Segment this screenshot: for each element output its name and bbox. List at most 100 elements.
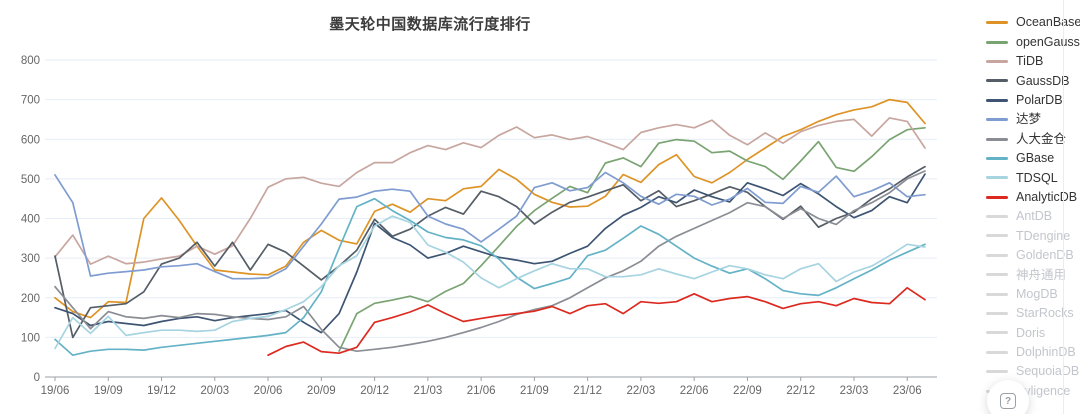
legend-swatch <box>986 79 1008 83</box>
legend-item-GaussDB[interactable]: GaussDB <box>986 71 1070 90</box>
legend-item-GoldenDB[interactable]: GoldenDB <box>986 246 1074 265</box>
series-line-openGauss <box>338 126 926 353</box>
y-axis-label: 700 <box>21 95 40 107</box>
legend-swatch <box>986 273 1008 277</box>
legend-swatch <box>986 350 1008 354</box>
legend-label: GBase <box>1016 151 1055 166</box>
x-axis-tick-label: 22/03 <box>627 385 656 397</box>
series-line-TiDB <box>54 117 926 265</box>
y-axis-label: 600 <box>21 134 40 146</box>
legend-item-人大金仓[interactable]: 人大金仓 <box>986 129 1067 148</box>
x-axis-tick-label: 22/09 <box>733 385 762 397</box>
series-line-OceanBase <box>54 98 926 319</box>
x-axis-tick-label: 19/12 <box>147 385 176 397</box>
legend-swatch <box>986 118 1008 122</box>
legend-swatch <box>986 312 1008 316</box>
legend-swatch <box>986 195 1008 199</box>
help-icon: ? <box>1000 393 1016 409</box>
legend-swatch <box>986 137 1008 141</box>
series-line-GBase <box>54 197 926 357</box>
legend-swatch <box>986 253 1008 257</box>
legend-swatch <box>986 370 1008 374</box>
x-axis-tick-label: 21/12 <box>573 385 602 397</box>
series-line-达梦 <box>54 171 926 280</box>
legend-item-OceanBase[interactable]: OceanBase <box>986 13 1080 32</box>
legend-item-神舟通用[interactable]: 神舟通用 <box>986 265 1067 284</box>
x-axis-tick-label: 22/12 <box>786 385 815 397</box>
legend-label: GoldenDB <box>1016 248 1074 263</box>
x-axis-tick-label: 20/09 <box>307 385 336 397</box>
legend-label: openGauss <box>1016 34 1080 49</box>
legend-swatch <box>986 176 1008 180</box>
x-axis-tick-label: 21/06 <box>467 385 496 397</box>
legend-item-PolarDB[interactable]: PolarDB <box>986 91 1064 110</box>
x-axis-tick-label: 22/06 <box>680 385 709 397</box>
legend-item-DolphinDB[interactable]: DolphinDB <box>986 343 1076 362</box>
legend-swatch <box>986 59 1008 63</box>
legend-label: StarRocks <box>1016 306 1074 321</box>
y-axis-label: 200 <box>21 293 40 305</box>
legend-label: GaussDB <box>1016 73 1070 88</box>
legend-item-AntDB[interactable]: AntDB <box>986 207 1064 226</box>
y-axis-label: 300 <box>21 253 40 265</box>
series-line-AnalyticDB <box>267 286 926 357</box>
x-axis-tick-label: 21/03 <box>413 385 442 397</box>
legend-swatch <box>986 40 1008 44</box>
legend-swatch <box>986 292 1008 296</box>
legend-item-GBase[interactable]: GBase <box>986 149 1064 168</box>
y-axis-label: 400 <box>21 214 40 226</box>
legend-item-达梦[interactable]: 达梦 <box>986 110 1064 129</box>
y-axis-label: 0 <box>34 372 40 384</box>
x-axis-tick-label: 21/09 <box>520 385 549 397</box>
x-axis-tick-label: 20/03 <box>200 385 229 397</box>
legend-item-MogDB[interactable]: MogDB <box>986 284 1064 303</box>
y-axis-label: 800 <box>21 55 40 67</box>
legend-item-TDengine[interactable]: TDengine <box>986 226 1070 245</box>
legend-item-AnalyticDB[interactable]: AnalyticDB <box>986 188 1077 207</box>
series-line-人大金仓 <box>54 170 926 353</box>
legend: OceanBase openGauss TiDB GaussDB PolarDB 达梦人大… <box>986 13 1080 401</box>
legend-label: Doris <box>1016 325 1046 340</box>
legend-label: AnalyticDB <box>1016 189 1078 204</box>
legend-item-Doris[interactable]: Doris <box>986 323 1064 342</box>
legend-label: OceanBase <box>1016 15 1080 30</box>
help-button[interactable]: ? <box>987 380 1029 414</box>
legend-label: PolarDB <box>1016 93 1063 107</box>
y-axis-label: 500 <box>21 174 40 186</box>
legend-item-StarRocks[interactable]: StarRocks <box>986 304 1074 323</box>
x-axis-tick-label: 19/06 <box>41 385 70 397</box>
x-axis-tick-label: 23/06 <box>893 385 922 397</box>
legend-label: AntDB <box>1016 209 1053 224</box>
x-axis-tick-label: 20/12 <box>360 385 389 397</box>
legend-label: 神舟通用 <box>1016 267 1067 282</box>
legend-item-openGauss[interactable]: openGauss <box>986 32 1080 51</box>
legend-label: 人大金仓 <box>1016 131 1067 146</box>
series-line-PolarDB <box>54 173 926 334</box>
x-axis-tick-label: 23/03 <box>840 385 869 397</box>
legend-label: SequoiaDB <box>1016 364 1080 379</box>
y-axis-label: 100 <box>21 332 40 344</box>
legend-label: TDengine <box>1016 228 1071 243</box>
legend-item-TDSQL[interactable]: TDSQL <box>986 168 1064 187</box>
legend-swatch <box>986 21 1008 25</box>
legend-swatch <box>986 156 1008 160</box>
legend-swatch <box>986 234 1008 238</box>
right-divider <box>1063 0 1064 414</box>
legend-label: DolphinDB <box>1016 345 1076 360</box>
series-line-TDSQL <box>54 215 926 350</box>
legend-label: Kyligence <box>1016 383 1071 398</box>
legend-label: TiDB <box>1016 54 1044 69</box>
chart-title: 墨天轮中国数据库流行度排行 <box>329 16 531 33</box>
x-axis-tick-label: 20/06 <box>254 385 283 397</box>
legend-swatch <box>986 98 1008 102</box>
legend-label: TDSQL <box>1016 170 1058 185</box>
x-axis-tick-label: 19/09 <box>94 385 123 397</box>
legend-label: 达梦 <box>1016 112 1042 127</box>
legend-swatch <box>986 215 1008 219</box>
legend-label: MogDB <box>1016 286 1058 301</box>
legend-swatch <box>986 331 1008 335</box>
legend-item-SequoiaDB[interactable]: SequoiaDB <box>986 362 1079 381</box>
legend-item-TiDB[interactable]: TiDB <box>986 52 1064 71</box>
